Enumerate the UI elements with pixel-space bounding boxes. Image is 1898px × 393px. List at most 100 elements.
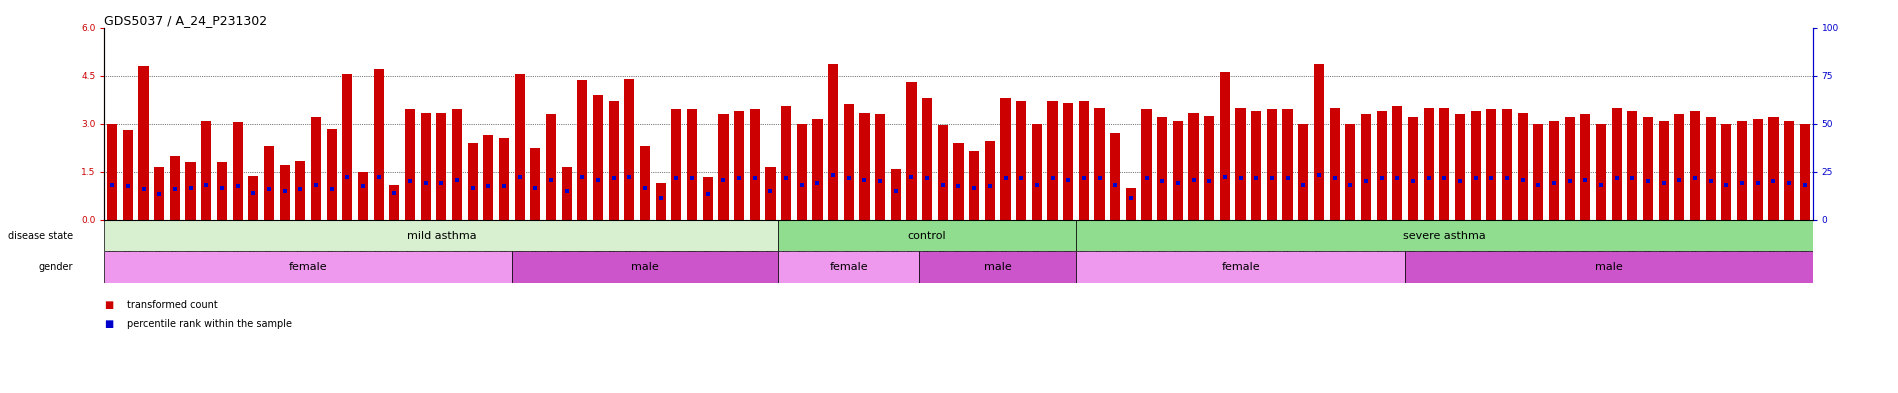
Point <box>1194 178 1224 185</box>
Bar <box>845 105 854 220</box>
Bar <box>499 138 509 220</box>
Bar <box>672 109 681 220</box>
Point <box>708 177 738 183</box>
Bar <box>797 124 807 220</box>
Bar <box>860 112 869 220</box>
Bar <box>1048 101 1057 220</box>
Point <box>1101 182 1131 188</box>
Point <box>1241 175 1272 182</box>
Bar <box>890 169 902 220</box>
Point <box>1334 182 1365 188</box>
Point <box>1775 180 1805 186</box>
Point <box>1492 175 1522 182</box>
Bar <box>702 177 714 220</box>
Bar <box>264 146 273 220</box>
Point <box>865 178 896 185</box>
Bar <box>389 185 399 220</box>
Bar <box>1126 188 1137 220</box>
Text: male: male <box>983 262 1012 272</box>
Bar <box>452 109 461 220</box>
Point <box>678 175 708 182</box>
Point <box>347 183 378 189</box>
Text: GDS5037 / A_24_P231302: GDS5037 / A_24_P231302 <box>104 15 268 28</box>
Bar <box>655 183 666 220</box>
Bar <box>421 112 431 220</box>
Bar <box>104 252 512 283</box>
Bar <box>1799 124 1811 220</box>
Bar <box>249 176 258 220</box>
Bar <box>828 64 839 220</box>
Point <box>535 177 566 183</box>
Point <box>144 191 175 197</box>
Bar <box>1313 64 1325 220</box>
Bar <box>970 151 979 220</box>
Bar <box>1408 118 1418 220</box>
Bar <box>750 109 759 220</box>
Point <box>380 189 410 196</box>
Point <box>943 183 974 189</box>
Bar <box>1456 114 1465 220</box>
Point <box>410 180 440 186</box>
Point <box>1712 182 1742 188</box>
Bar <box>1689 111 1701 220</box>
Point <box>1038 175 1069 182</box>
Bar <box>1063 103 1072 220</box>
Bar <box>514 74 524 220</box>
Point <box>1680 175 1710 182</box>
Point <box>1131 175 1162 182</box>
Point <box>1209 174 1239 180</box>
Point <box>1429 175 1460 182</box>
Bar <box>1076 220 1813 252</box>
Point <box>1602 175 1632 182</box>
Bar <box>1784 121 1794 220</box>
Bar <box>592 95 604 220</box>
Text: transformed count: transformed count <box>127 300 218 310</box>
Bar <box>1346 124 1355 220</box>
Bar <box>1158 118 1167 220</box>
Bar <box>1581 114 1591 220</box>
Point <box>1021 182 1051 188</box>
Bar <box>1220 72 1230 220</box>
Point <box>723 175 754 182</box>
Point <box>1289 182 1319 188</box>
Point <box>645 195 676 201</box>
Bar <box>1329 108 1340 220</box>
Point <box>1304 172 1334 178</box>
Point <box>991 175 1021 182</box>
Bar <box>1110 133 1120 220</box>
Point <box>630 185 661 191</box>
Bar <box>1076 252 1405 283</box>
Bar <box>123 130 133 220</box>
Point <box>583 177 613 183</box>
Bar <box>640 146 651 220</box>
Bar <box>922 98 932 220</box>
Bar <box>1424 108 1433 220</box>
Point <box>1742 180 1773 186</box>
Point <box>771 175 801 182</box>
Point <box>1649 180 1680 186</box>
Text: female: female <box>288 262 328 272</box>
Bar <box>1501 109 1513 220</box>
Point <box>803 180 833 186</box>
Point <box>1617 175 1647 182</box>
Point <box>270 188 300 194</box>
Point <box>661 175 691 182</box>
Bar <box>717 114 729 220</box>
Point <box>1351 178 1382 185</box>
Point <box>442 177 473 183</box>
Bar <box>1769 118 1778 220</box>
Point <box>1069 175 1099 182</box>
Point <box>755 188 786 194</box>
Bar <box>562 167 571 220</box>
Point <box>1179 177 1209 183</box>
Bar <box>169 156 180 220</box>
Point <box>1163 180 1194 186</box>
Point <box>490 183 520 189</box>
Text: control: control <box>907 231 947 241</box>
Bar <box>1674 114 1684 220</box>
Bar <box>1706 118 1716 220</box>
Point <box>958 185 989 191</box>
Bar <box>1752 119 1763 220</box>
Bar <box>953 143 964 220</box>
Point <box>1727 180 1758 186</box>
